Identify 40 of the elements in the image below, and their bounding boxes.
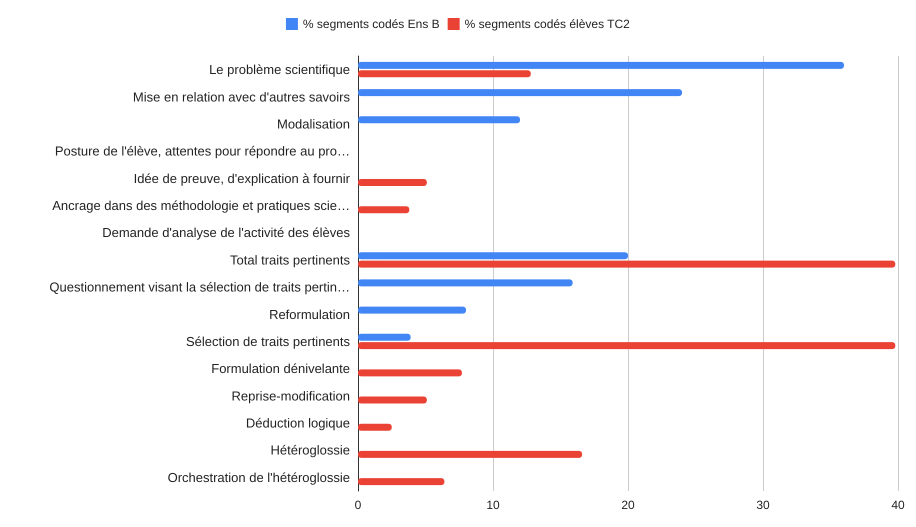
bar [358, 478, 444, 486]
y-tick-label: Déduction logique [246, 416, 350, 431]
bar [358, 450, 582, 458]
bar [358, 116, 520, 124]
y-tick-label: Ancrage dans des méthodologie et pratiques scie… [52, 198, 350, 214]
x-tick-label: 40 [891, 498, 905, 512]
bar [358, 424, 392, 431]
bar [358, 252, 628, 260]
bar [358, 342, 896, 350]
y-tick-label: Formulation dénivelante [211, 361, 350, 376]
y-tick-label: Demande d'analyse de l'activité des élèves [102, 225, 350, 240]
y-tick-label: Hétéroglossie [270, 442, 350, 458]
bar [358, 369, 462, 376]
bar [358, 62, 844, 69]
y-tick-label: Reformulation [269, 306, 350, 322]
y-tick-label: Mise en relation avec d'autres savoirs [132, 89, 350, 104]
bar [358, 396, 427, 404]
x-tick-label: 0 [354, 498, 362, 512]
bar [358, 70, 531, 78]
y-tick-label: Modalisation [277, 116, 350, 132]
legend-label: % segments codés élèves TC2 [464, 17, 630, 31]
bar [358, 334, 411, 341]
bar [358, 279, 573, 286]
y-tick-label: Orchestration de l'hétéroglossie [168, 470, 350, 485]
y-tick-label: Questionnement visant la sélection de traits pertin… [49, 280, 350, 295]
x-tick-label: 20 [621, 498, 635, 512]
x-tick-label: 30 [756, 498, 770, 512]
y-tick-label: Le problème scientifique [209, 62, 350, 78]
bar [358, 306, 466, 314]
bar [358, 89, 682, 96]
y-tick-label: Total traits pertinents [230, 252, 350, 268]
x-tick-label: 10 [486, 498, 500, 512]
y-tick-label: Reprise-modification [232, 388, 350, 404]
bar [358, 260, 896, 268]
bar [358, 179, 427, 186]
y-tick-label: Posture de l'élève, attentes pour répondre au pro… [54, 144, 350, 159]
bar [358, 206, 410, 214]
y-tick-label: Sélection de traits pertinents [186, 334, 350, 349]
y-tick-label: Idée de preuve, d'explication à fournir [134, 170, 351, 186]
legend-label: % segments codés Ens B [302, 17, 440, 31]
